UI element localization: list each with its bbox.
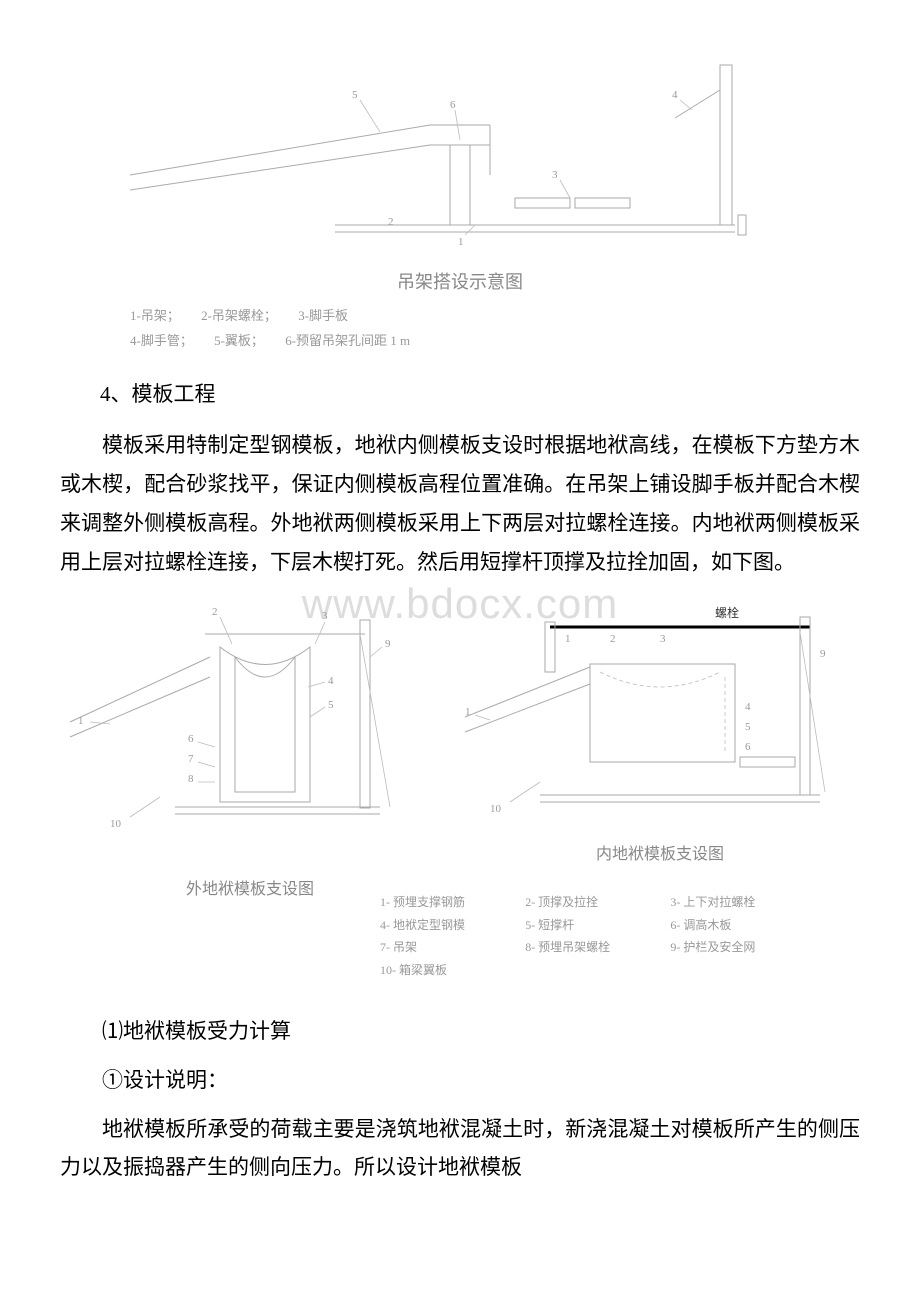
d2l-n8: 8: [188, 773, 194, 785]
diagram-2-right: 螺栓 1 2 3 1 4 5: [460, 602, 860, 899]
d2r-n3: 3: [660, 633, 666, 645]
legend-item: 4-脚手管；: [130, 329, 193, 354]
d2r-n10: 10: [490, 803, 502, 815]
legend-item: 5-翼板；: [214, 329, 264, 354]
diagram-2-right-svg: 螺栓 1 2 3 1 4 5: [460, 602, 860, 832]
diagram1-label-3: 3: [552, 169, 558, 181]
d2l-n2: 2: [212, 606, 218, 618]
diagram-2-container: 2 3 4 5 9 1 6 7 8: [60, 602, 860, 899]
diagram-1-svg: 5 6 4 2 3 1: [120, 60, 800, 260]
d2l-n6: 6: [188, 733, 194, 745]
legend-item: 6-预留吊架孔间距 1 m: [285, 329, 410, 354]
d2l-n4: 4: [328, 675, 334, 687]
legend-item: 3-脚手板: [298, 304, 348, 329]
d2l-n3: 3: [322, 610, 328, 622]
legend-item: 5- 短撑杆: [525, 914, 670, 937]
subheading-2: ①设计说明：: [60, 1061, 860, 1100]
diagram1-label-1: 1: [458, 236, 464, 248]
d2l-n9: 9: [385, 638, 391, 650]
d2r-n2: 2: [610, 633, 616, 645]
legend-item: 7- 吊架: [380, 936, 525, 959]
d2r-n5: 5: [745, 721, 751, 733]
diagram-1-container: 5 6 4 2 3 1 吊架搭设示意图 1-吊架； 2-吊架螺栓； 3-脚手板: [120, 60, 800, 353]
d2l-n5: 5: [328, 699, 334, 711]
diagram-1-caption: 吊架搭设示意图: [120, 268, 800, 294]
d2r-n1: 1: [465, 706, 471, 718]
legend-item: 8- 预埋吊架螺栓: [525, 936, 670, 959]
legend-item: 1-吊架；: [130, 304, 180, 329]
d2l-n10: 10: [110, 818, 122, 830]
diagram1-label-4: 4: [672, 89, 678, 101]
d2r-n9: 9: [820, 648, 826, 660]
d2r-n4: 4: [745, 701, 751, 713]
diagram-2-legend: 1- 预埋支撑钢筋 2- 顶撑及拉拴 3- 上下对拉螺栓 4- 地袱定型钢模 5…: [380, 891, 820, 982]
diagram-2-left: 2 3 4 5 9 1 6 7 8: [60, 602, 440, 899]
d2r-n1a: 1: [565, 633, 571, 645]
legend-item: 10- 箱梁翼板: [380, 959, 525, 982]
diagram-2-right-caption: 内地袱模板支设图: [460, 840, 860, 864]
legend-item: 2-吊架螺栓；: [201, 304, 277, 329]
diagram1-label-2p: 2: [388, 216, 394, 228]
d2r-n6: 6: [745, 741, 751, 753]
diagram1-label-6: 6: [450, 99, 456, 111]
subheading-1: ⑴地袱模板受力计算: [60, 1012, 860, 1051]
d2l-n7: 7: [188, 753, 194, 765]
legend-item: 4- 地袱定型钢模: [380, 914, 525, 937]
diagram-1-legend: 1-吊架； 2-吊架螺栓； 3-脚手板 4-脚手管； 5-翼板； 6-预留吊架孔…: [120, 304, 800, 353]
diagram1-label-5: 5: [352, 89, 358, 101]
legend-item: 9- 护栏及安全网: [670, 936, 815, 959]
diagram-2-left-svg: 2 3 4 5 9 1 6 7 8: [60, 602, 440, 867]
section-heading-4: 4、模板工程: [100, 378, 860, 408]
legend-item: 6- 调高木板: [670, 914, 815, 937]
body-paragraph-2: 地袱模板所承受的荷载主要是浇筑地袱混凝土时，新浇混凝土对模板所产生的侧压力以及振…: [60, 1110, 860, 1188]
d2l-n1: 1: [78, 715, 84, 727]
body-paragraph-1: 模板采用特制定型钢模板，地袱内侧模板支设时根据地袱高线，在模板下方垫方木或木楔，…: [60, 426, 860, 581]
diagram-2-left-caption: 外地袱模板支设图: [60, 875, 440, 899]
d2r-bolt-label: 螺栓: [715, 605, 739, 620]
